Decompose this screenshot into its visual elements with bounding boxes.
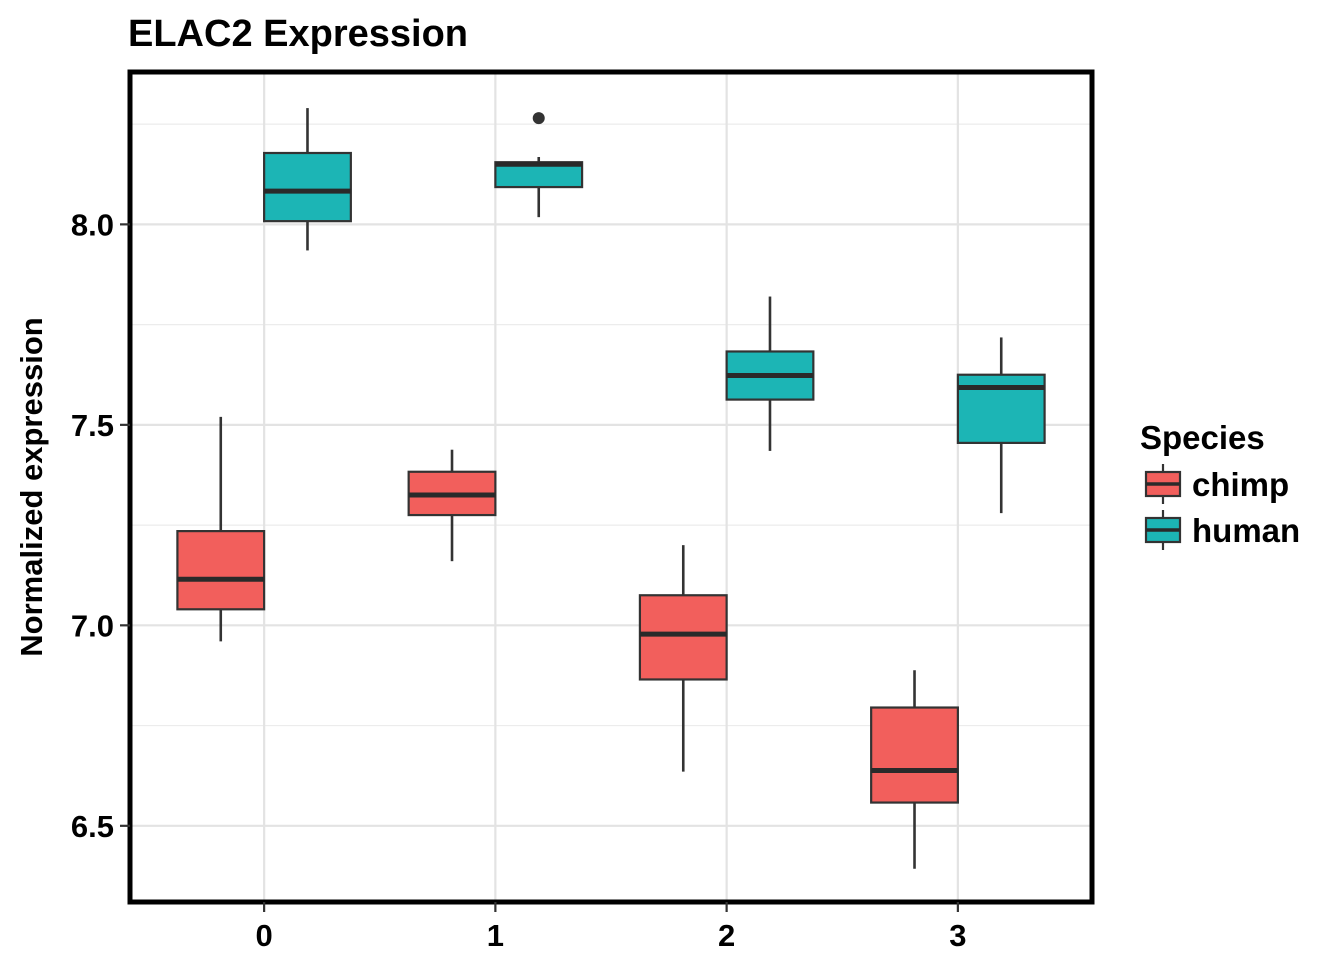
y-tick-label-3: 8.0 [71,207,114,242]
x-tick-label-1: 1 [487,918,504,953]
chart-title: ELAC2 Expression [128,13,468,55]
axes: 6.5 7.0 7.5 8.0 0 1 2 3 [71,207,967,953]
legend-item-human: human [1144,510,1300,550]
box-body [176,530,266,611]
box-human-0 [263,108,352,251]
box-human-2 [725,296,815,451]
box-body [638,594,728,681]
y-axis-label: Normalized expression [14,317,49,656]
box-chimp-3 [870,670,959,869]
outlier-point-0 [532,112,545,125]
x-tick-label-0: 0 [256,918,273,953]
box-chimp-0 [176,416,266,642]
box-body [263,151,352,223]
y-tick-label-0: 6.5 [71,809,114,844]
x-tick-label-2: 2 [718,918,735,953]
legend-title: Species [1140,419,1265,456]
box-body [956,373,1046,444]
legend: Species chimp human [1140,419,1300,550]
legend-label-chimp: chimp [1192,466,1289,503]
grid [130,72,1092,902]
box-chimp-2 [638,545,728,772]
legend-label-human: human [1192,512,1300,549]
x-tick-label-3: 3 [949,918,966,953]
plot-panel-border [127,69,1095,905]
box-human-3 [956,337,1046,514]
box-human-1 [494,112,584,218]
y-tick-label-1: 7.0 [71,608,114,643]
box-chimp-1 [407,449,497,562]
box-body [870,706,959,804]
plot-marks [176,108,1046,869]
legend-item-chimp: chimp [1144,464,1289,504]
y-tick-label-2: 7.5 [71,408,114,443]
